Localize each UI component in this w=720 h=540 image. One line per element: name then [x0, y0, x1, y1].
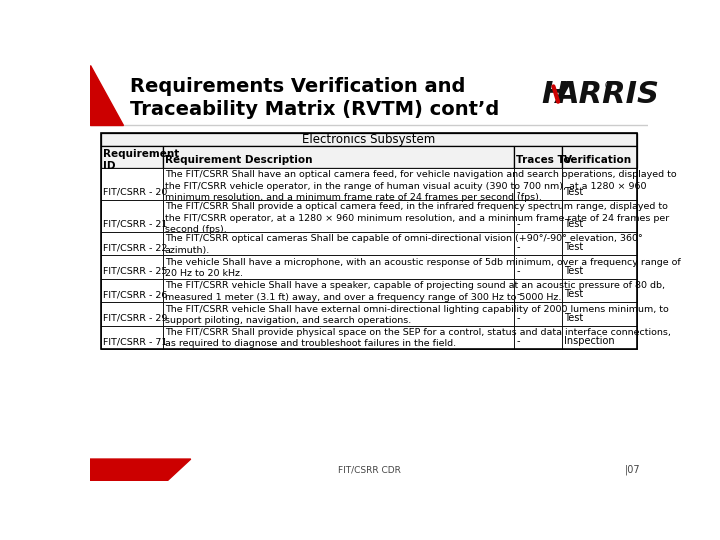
Text: Test: Test: [564, 289, 584, 299]
Text: FIT/CSRR - 21: FIT/CSRR - 21: [103, 220, 168, 229]
Text: FIT/CSRR - 71: FIT/CSRR - 71: [103, 337, 168, 346]
Bar: [101, 255, 163, 279]
Text: -: -: [516, 187, 520, 197]
Bar: [562, 200, 637, 232]
Bar: [562, 146, 637, 168]
Text: FIT/CSRR - 22: FIT/CSRR - 22: [103, 244, 168, 252]
Bar: [101, 146, 163, 168]
Text: -: -: [516, 313, 520, 322]
Text: Traces To: Traces To: [516, 155, 571, 165]
Text: |07: |07: [625, 464, 640, 475]
Bar: [163, 168, 514, 200]
Text: Traceability Matrix (RVTM) cont’d: Traceability Matrix (RVTM) cont’d: [130, 100, 500, 119]
Text: -: -: [516, 266, 520, 276]
Text: -: -: [516, 242, 520, 252]
Text: H: H: [542, 79, 567, 109]
Bar: [562, 232, 637, 255]
Bar: [163, 200, 514, 232]
Bar: [101, 200, 163, 232]
Bar: [562, 168, 637, 200]
Bar: [562, 302, 637, 326]
Bar: [163, 302, 514, 326]
Text: Requirements Verification and: Requirements Verification and: [130, 77, 466, 96]
Bar: [514, 146, 562, 168]
Text: ARRIS: ARRIS: [556, 79, 660, 109]
Polygon shape: [90, 65, 122, 125]
Text: The FIT/CSRR optical cameras Shall be capable of omni-directional vision (+90°/-: The FIT/CSRR optical cameras Shall be ca…: [165, 234, 642, 255]
Text: Test: Test: [564, 219, 584, 229]
Bar: [514, 255, 562, 279]
Bar: [163, 326, 514, 349]
Bar: [101, 132, 637, 349]
Bar: [101, 168, 163, 200]
Text: FIT/CSRR - 26: FIT/CSRR - 26: [103, 290, 168, 299]
Text: ®: ®: [604, 82, 613, 91]
Bar: [163, 146, 514, 168]
Text: -: -: [516, 336, 520, 346]
Text: Electronics Subsystem: Electronics Subsystem: [302, 133, 436, 146]
Text: Verification: Verification: [564, 155, 632, 165]
Bar: [163, 232, 514, 255]
Text: Test: Test: [564, 187, 584, 197]
Bar: [514, 168, 562, 200]
Text: FIT/CSRR - 25: FIT/CSRR - 25: [103, 267, 168, 276]
Bar: [101, 132, 637, 146]
Bar: [562, 326, 637, 349]
Bar: [101, 326, 163, 349]
Text: Test: Test: [564, 313, 584, 322]
Text: The FIT/CSRR vehicle Shall have external omni-directional lighting capability of: The FIT/CSRR vehicle Shall have external…: [165, 305, 669, 325]
Text: -: -: [516, 289, 520, 299]
Bar: [514, 326, 562, 349]
Text: The FIT/CSRR Shall provide a optical camera feed, in the infrared frequency spec: The FIT/CSRR Shall provide a optical cam…: [165, 202, 669, 234]
Bar: [514, 279, 562, 302]
Text: Test: Test: [564, 242, 584, 252]
Bar: [163, 255, 514, 279]
Bar: [163, 279, 514, 302]
Text: The FIT/CSRR Shall have an optical camera feed, for vehicle navigation and searc: The FIT/CSRR Shall have an optical camer…: [165, 170, 677, 202]
Text: The FIT/CSRR Shall provide physical space on the SEP for a control, status and d: The FIT/CSRR Shall provide physical spac…: [165, 328, 671, 348]
Text: -: -: [516, 219, 520, 229]
Text: Inspection: Inspection: [564, 336, 615, 346]
Text: Requirement
ID: Requirement ID: [103, 148, 179, 171]
Text: FIT/CSRR - 20: FIT/CSRR - 20: [103, 188, 168, 197]
Bar: [514, 200, 562, 232]
Bar: [514, 302, 562, 326]
Bar: [101, 302, 163, 326]
Bar: [562, 255, 637, 279]
Bar: [101, 279, 163, 302]
Bar: [562, 279, 637, 302]
Text: Requirement Description: Requirement Description: [165, 155, 312, 165]
Text: The vehicle Shall have a microphone, with an acoustic response of 5db minimum, o: The vehicle Shall have a microphone, wit…: [165, 258, 680, 278]
Bar: [514, 232, 562, 255]
Text: FIT/CSRR CDR: FIT/CSRR CDR: [338, 465, 400, 474]
Text: Test: Test: [564, 266, 584, 276]
Text: The FIT/CSRR vehicle Shall have a speaker, capable of projecting sound at an aco: The FIT/CSRR vehicle Shall have a speake…: [165, 281, 665, 302]
Bar: [101, 232, 163, 255]
Polygon shape: [90, 459, 191, 481]
Text: FIT/CSRR - 29: FIT/CSRR - 29: [103, 314, 168, 322]
